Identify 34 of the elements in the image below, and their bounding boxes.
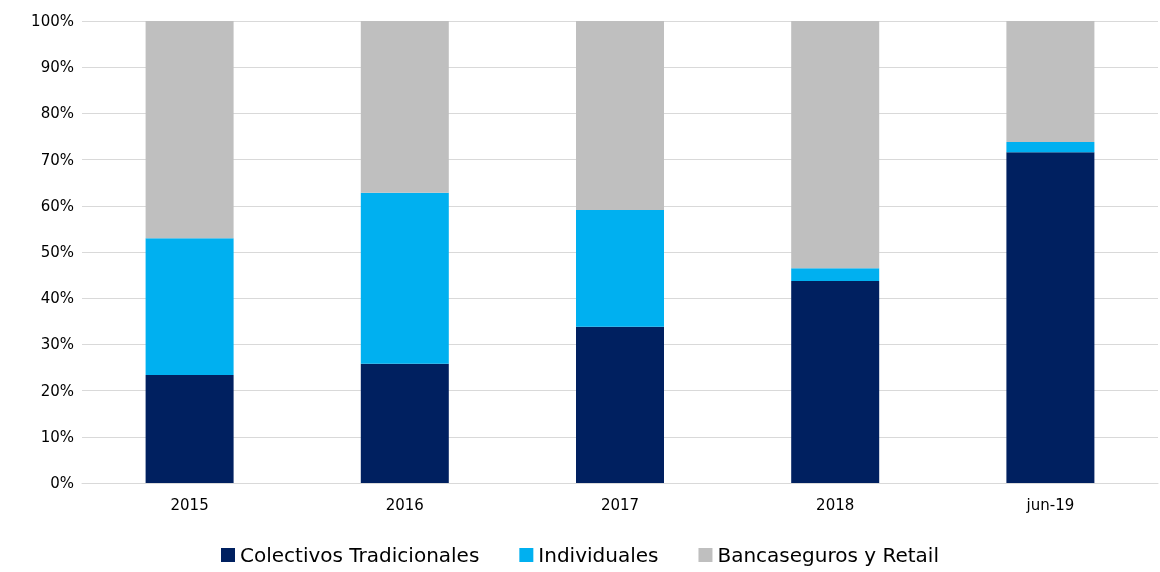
bar [1006,21,1095,143]
bar [1006,142,1095,153]
bar [360,192,449,364]
bar [791,281,880,483]
x-tick-label: 2015 [170,495,209,514]
bar [360,363,449,483]
y-tick-label: 70% [40,150,74,169]
bar [145,374,234,483]
bar [576,209,664,327]
bar [576,21,664,210]
x-tick-label: 2018 [816,495,855,514]
legend-label: Individuales [538,543,659,567]
y-tick-label: 100% [31,12,74,30]
y-tick-label: 90% [40,58,74,77]
legend-label: Bancaseguros y Retail [717,543,939,567]
bar [145,21,234,239]
y-tick-label: 50% [40,243,74,261]
bar [576,326,664,483]
y-tick-label: 0% [50,474,74,492]
y-tick-label: 10% [40,427,74,446]
x-tick-label: jun-19 [1025,495,1075,514]
y-tick-label: 20% [40,381,74,400]
y-tick-label: 60% [40,196,74,215]
x-tick-label: 2017 [600,495,640,514]
y-tick-label: 40% [40,289,74,308]
y-tick-label: 80% [40,104,74,123]
bar [1006,152,1095,483]
bar [791,21,880,269]
bar [145,238,234,375]
legend-label: Colectivos Tradicionales [240,543,480,567]
bar [360,21,449,193]
bar [791,268,880,282]
x-tick-label: 2016 [385,495,424,514]
y-tick-label: 30% [40,335,74,354]
